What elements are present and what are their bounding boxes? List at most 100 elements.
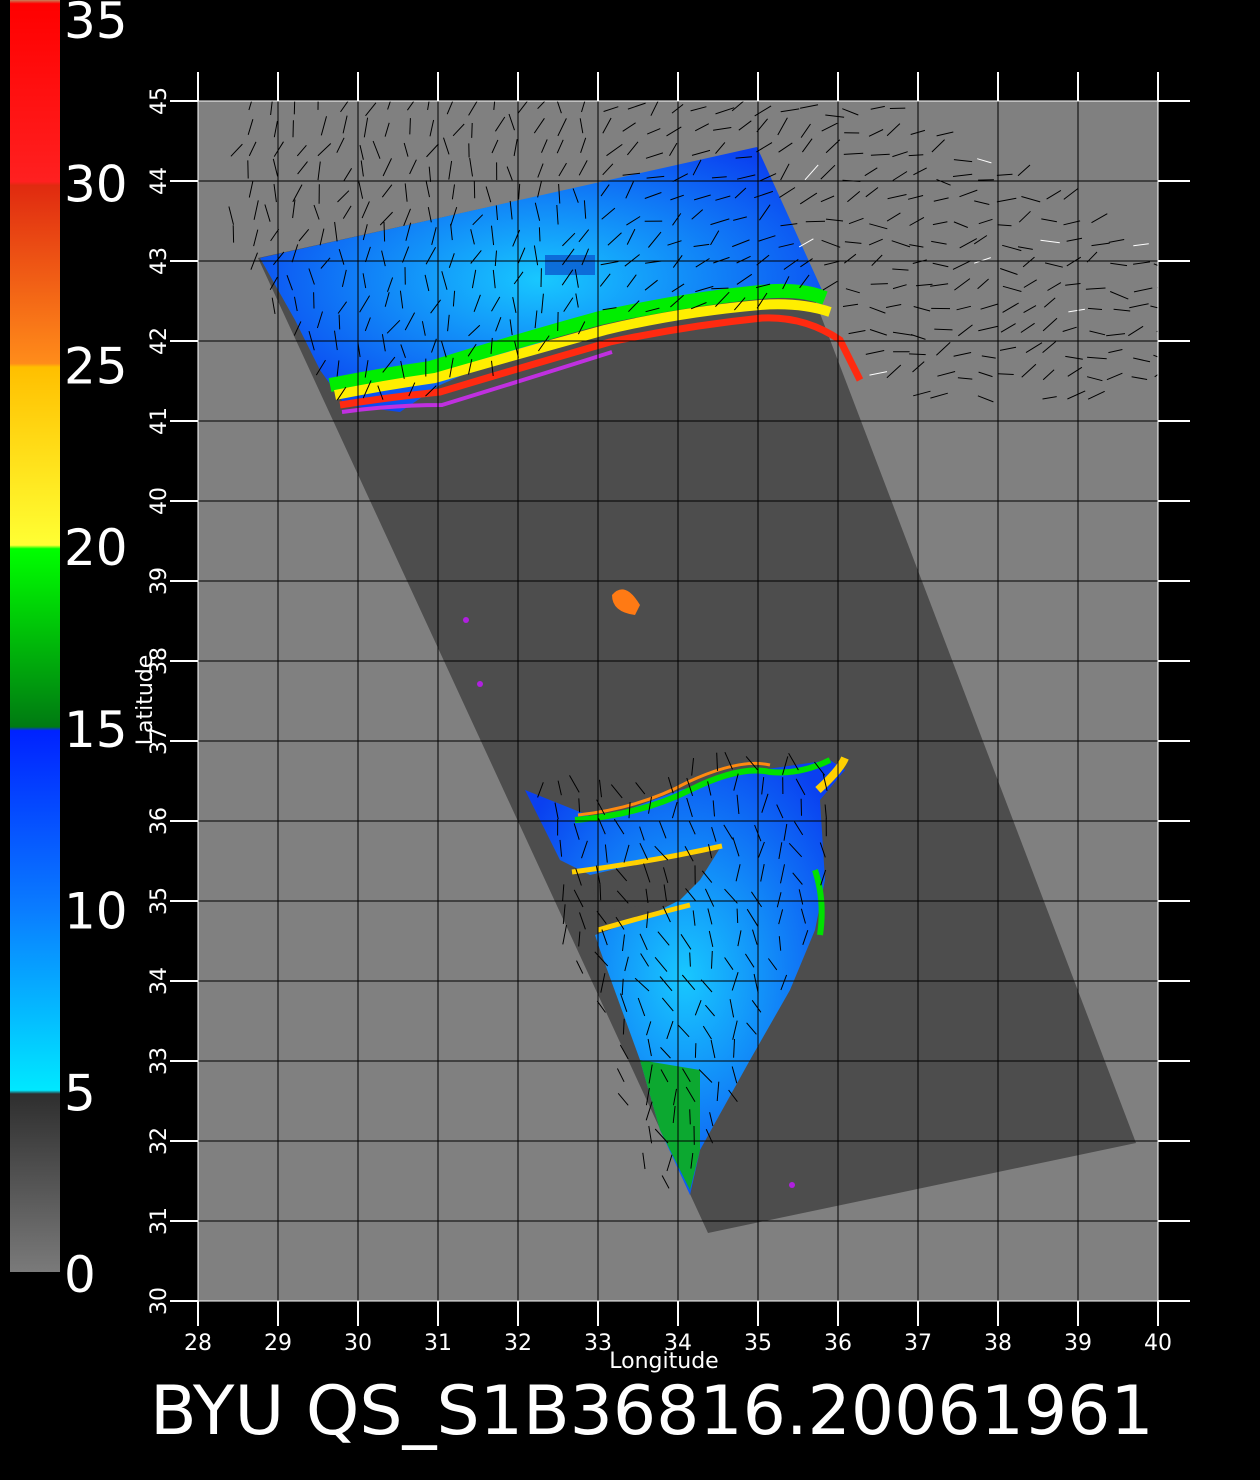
wind-barb <box>253 229 259 247</box>
wind-barb <box>822 773 828 792</box>
wind-barb <box>825 114 845 118</box>
wind-barb <box>909 244 924 248</box>
wind-barb <box>754 190 774 199</box>
wind-barb <box>693 194 711 201</box>
wind-barb <box>788 842 803 858</box>
wind-barb <box>672 1105 676 1124</box>
wind-barb <box>1046 189 1062 200</box>
lat-tick-label: 36 <box>147 807 172 835</box>
wind-barb <box>292 184 303 203</box>
wind-barb <box>907 195 924 200</box>
wind-barb <box>364 317 371 332</box>
wind-barb <box>601 929 608 946</box>
wind-barb <box>758 841 765 858</box>
wind-barb <box>798 238 814 248</box>
wind-barb <box>1153 263 1158 267</box>
wind-barb <box>1041 218 1057 223</box>
wind-barb <box>622 172 641 176</box>
colorbar: 35 30 25 20 15 10 5 0 <box>10 0 128 1304</box>
wind-barb <box>381 334 386 352</box>
wind-barb <box>578 931 581 947</box>
wind-barb <box>777 117 788 136</box>
wind-barb <box>431 227 437 246</box>
wind-barb <box>400 344 406 358</box>
wind-barb <box>1040 239 1060 244</box>
wind-barb <box>338 314 341 330</box>
wind-barb <box>680 934 692 950</box>
wind-barb <box>1110 262 1128 267</box>
wind-barb <box>645 152 664 159</box>
wind-barb <box>723 824 734 840</box>
wind-barb <box>617 1092 629 1106</box>
wind-barb <box>672 213 682 226</box>
wind-barb <box>626 274 637 288</box>
wind-barb <box>805 220 826 223</box>
wind-barb <box>1087 307 1103 310</box>
wind-barb <box>574 269 579 288</box>
wind-barb <box>758 204 771 221</box>
wind-barb <box>702 1025 712 1040</box>
lat-tick-label: 31 <box>147 1207 172 1235</box>
wind-barb <box>1025 342 1043 354</box>
wind-barb <box>317 143 332 157</box>
wind-barb <box>399 290 404 309</box>
wind-barb <box>646 911 649 928</box>
wind-barb <box>779 187 796 198</box>
wind-barb <box>804 164 819 181</box>
wind-barb <box>844 241 862 244</box>
wind-barb <box>644 192 662 199</box>
wind-barb <box>711 176 727 179</box>
wind-barb <box>820 195 835 203</box>
wind-barb <box>646 1021 652 1036</box>
wind-barb <box>912 259 927 264</box>
wind-barb <box>382 356 396 373</box>
wind-barb <box>337 190 350 203</box>
wind-barb <box>724 751 733 770</box>
wind-barb <box>320 257 331 269</box>
wind-barb <box>689 952 691 967</box>
wind-barb <box>715 291 730 307</box>
wind-barb <box>996 197 1017 203</box>
map-plot <box>198 101 1158 1301</box>
wind-barb <box>690 106 707 112</box>
wind-barb <box>634 977 650 992</box>
wind-barb <box>491 360 494 376</box>
wind-barb <box>491 296 501 312</box>
wind-barb <box>1113 308 1131 312</box>
wind-barb <box>619 1044 629 1060</box>
wind-barb <box>562 884 565 902</box>
wind-barb <box>1086 376 1103 382</box>
wind-barb <box>562 232 576 247</box>
wind-barb <box>892 268 909 271</box>
wind-barb <box>1153 354 1158 358</box>
wind-barb <box>320 116 327 136</box>
wind-barb <box>937 371 956 377</box>
wind-barb <box>1108 239 1125 243</box>
wind-barb <box>600 184 610 197</box>
wind-barb <box>640 953 650 967</box>
wind-barb <box>1067 390 1086 400</box>
wind-barb <box>707 781 712 796</box>
wind-gradient-band <box>597 902 691 933</box>
wind-barb <box>996 173 1013 176</box>
wind-barb <box>610 784 623 799</box>
wind-barb <box>448 160 453 180</box>
wind-barb <box>400 360 405 379</box>
wind-barb <box>468 358 473 375</box>
wind-barb <box>642 1152 646 1170</box>
wind-barb <box>319 228 325 246</box>
wind-barb <box>760 864 765 882</box>
wind-barb <box>648 231 662 248</box>
wind-barb <box>604 844 608 863</box>
wind-barb <box>848 330 866 335</box>
wind-barb <box>1133 287 1153 293</box>
wind-barb <box>599 779 602 798</box>
colorbar-tick-label: 10 <box>64 883 128 941</box>
wind-speck <box>477 681 483 687</box>
wind-barb <box>317 161 321 181</box>
wind-barb <box>711 950 713 969</box>
wind-barb <box>620 993 628 1012</box>
wind-barb <box>660 1047 671 1059</box>
wind-barb <box>908 154 924 157</box>
wind-barb <box>365 102 377 117</box>
